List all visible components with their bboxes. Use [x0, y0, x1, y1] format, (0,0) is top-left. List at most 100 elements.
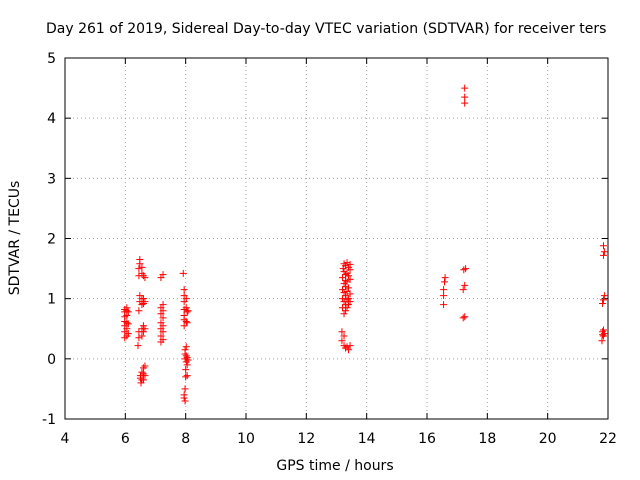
data-point-marker — [181, 385, 189, 393]
y-tick-label: 2 — [47, 232, 56, 248]
data-point-marker — [157, 332, 165, 340]
x-tick-label: 4 — [61, 431, 70, 447]
data-point-marker — [441, 274, 449, 282]
data-point-marker — [599, 299, 607, 307]
data-point-marker — [339, 286, 347, 294]
data-point-marker — [461, 313, 469, 321]
data-point-marker — [462, 265, 470, 273]
data-point-marker — [340, 260, 348, 268]
data-point-marker — [339, 274, 347, 282]
x-tick-label: 16 — [418, 431, 436, 447]
data-point-marker — [598, 337, 606, 345]
data-point-marker — [343, 304, 351, 312]
data-point-marker — [440, 286, 448, 294]
data-point-marker — [159, 307, 167, 315]
data-point-marker — [599, 242, 607, 250]
data-point-marker — [180, 391, 188, 399]
data-point-marker — [342, 283, 350, 291]
data-point-marker — [159, 301, 167, 309]
data-point-marker — [461, 84, 469, 92]
data-point-marker — [139, 328, 147, 336]
data-point-marker — [182, 358, 190, 366]
data-point-marker — [138, 368, 146, 376]
data-point-marker — [134, 342, 142, 350]
data-point-marker — [139, 370, 147, 378]
y-tick-label: 4 — [47, 111, 56, 127]
data-point-marker — [440, 278, 448, 286]
data-point-marker — [159, 314, 167, 322]
data-point-marker — [600, 248, 608, 256]
data-point-marker — [141, 372, 149, 380]
data-point-marker — [179, 269, 187, 277]
data-point-marker — [343, 343, 351, 351]
data-point-marker — [342, 271, 350, 279]
data-point-marker — [342, 307, 350, 315]
data-point-marker — [182, 343, 190, 351]
data-point-marker — [345, 346, 353, 354]
data-point-marker — [342, 344, 350, 352]
y-tick-label: -1 — [42, 412, 56, 428]
data-point-marker — [141, 274, 149, 282]
data-point-marker — [340, 289, 348, 297]
data-point-marker — [183, 372, 191, 380]
data-point-marker — [459, 314, 467, 322]
y-tick-label: 1 — [47, 292, 56, 308]
data-point-marker — [138, 263, 146, 271]
data-point-marker — [440, 301, 448, 309]
data-point-marker — [123, 304, 131, 312]
data-point-marker — [345, 272, 353, 280]
data-point-marker — [345, 284, 353, 292]
x-tick-label: 8 — [181, 431, 190, 447]
data-point-marker — [180, 312, 188, 320]
data-point-marker — [460, 266, 468, 274]
data-point-marker — [184, 356, 192, 364]
data-point-marker — [459, 286, 467, 294]
data-point-marker — [124, 320, 132, 328]
data-point-marker — [342, 262, 350, 270]
y-tick-label: 0 — [47, 352, 56, 368]
data-point-marker — [159, 336, 167, 344]
data-point-marker — [346, 260, 354, 268]
data-point-marker — [345, 301, 353, 309]
data-point-marker — [599, 326, 607, 334]
x-axis-label: GPS time / hours — [276, 458, 393, 474]
data-point-marker — [138, 301, 146, 309]
data-point-marker — [124, 308, 132, 316]
x-tick-label: 12 — [297, 431, 315, 447]
grid-lines — [65, 58, 608, 419]
data-point-marker — [159, 271, 167, 279]
data-point-marker — [141, 362, 149, 370]
data-point-marker — [343, 259, 351, 267]
data-point-marker — [141, 298, 149, 306]
x-tick-label: 6 — [121, 431, 130, 447]
data-point-marker — [136, 256, 144, 264]
data-point-marker — [599, 328, 607, 336]
data-point-marker — [138, 332, 146, 340]
data-point-marker — [182, 318, 190, 326]
data-point-marker — [141, 325, 149, 333]
data-point-marker — [339, 295, 347, 303]
data-point-marker — [123, 319, 131, 327]
data-point-marker — [461, 93, 469, 101]
data-point-marker — [181, 397, 189, 405]
data-point-marker — [139, 295, 147, 303]
data-point-marker — [343, 296, 351, 304]
data-point-marker — [123, 325, 131, 333]
data-point-marker — [346, 290, 354, 298]
data-point-marker — [135, 334, 143, 342]
data-point-marker — [461, 281, 469, 289]
x-tick-label: 14 — [358, 431, 376, 447]
data-point-marker — [340, 268, 348, 276]
data-point-marker — [599, 296, 607, 304]
data-point-marker — [461, 99, 469, 107]
data-point-marker — [182, 373, 190, 381]
data-point-marker — [182, 352, 190, 360]
x-tick-label: 10 — [237, 431, 255, 447]
chart-title: Day 261 of 2019, Sidereal Day-to-day VTE… — [46, 21, 606, 37]
data-point-marker — [159, 328, 167, 336]
data-point-marker — [346, 298, 354, 306]
data-point-marker — [135, 307, 143, 315]
data-point-marker — [139, 364, 147, 372]
